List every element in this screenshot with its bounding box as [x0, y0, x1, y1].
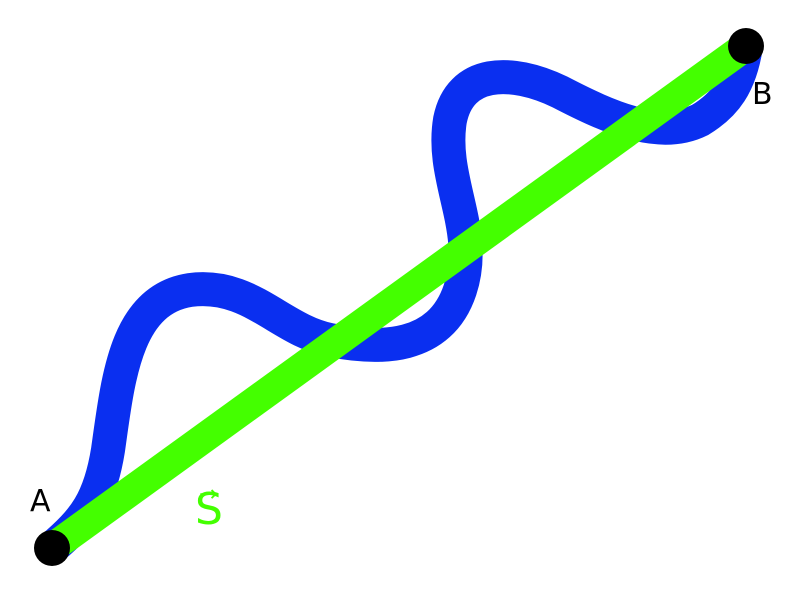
point-a	[34, 530, 70, 566]
point-b	[728, 28, 764, 64]
label-b: B	[752, 77, 773, 112]
label-a: A	[30, 484, 51, 519]
displacement-line	[43, 33, 755, 561]
vector-arrow: →	[199, 482, 218, 507]
displacement-vector-label: → S	[195, 484, 223, 532]
vector-symbol: S	[195, 484, 223, 535]
